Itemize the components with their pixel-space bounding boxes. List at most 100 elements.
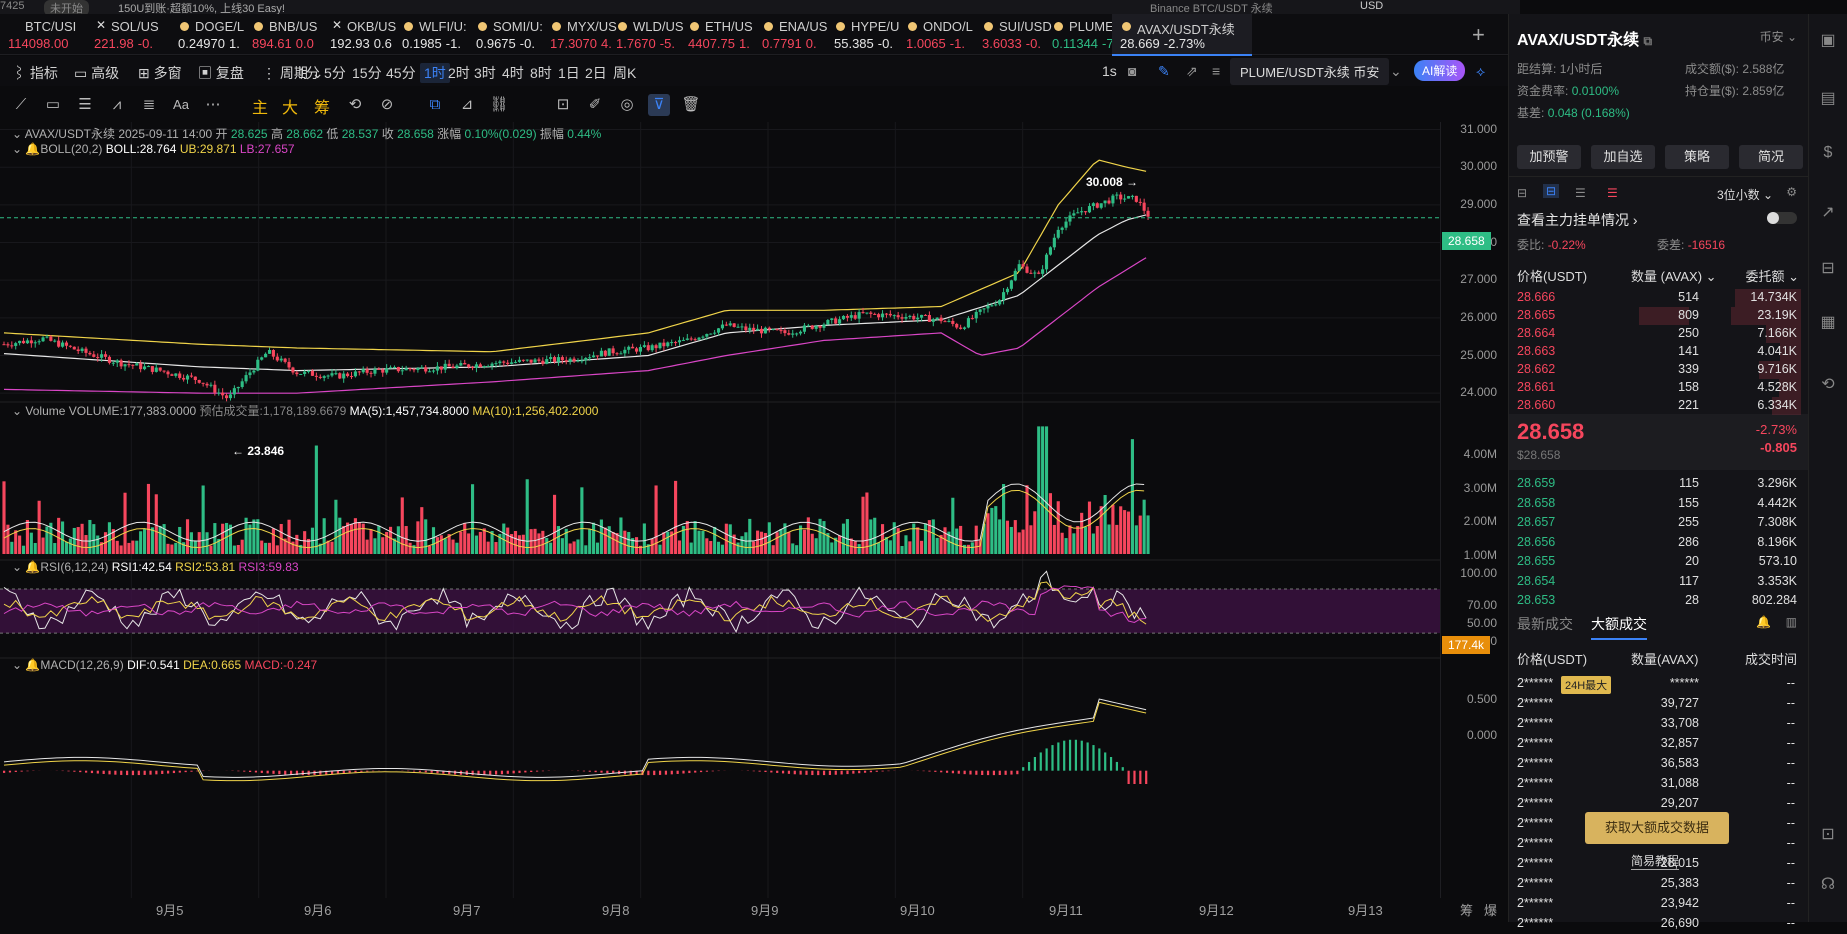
liquidation-toggle[interactable]: 爆 (1484, 900, 1497, 919)
trend-icon[interactable]: ↗ (1817, 202, 1839, 224)
pen-icon[interactable]: ✎ (1158, 63, 1170, 80)
multi-window-button[interactable]: ⊞ 多窗 (138, 63, 182, 83)
headset-icon[interactable]: ☊ (1817, 874, 1839, 896)
tab-latest-trades[interactable]: 最新成交 (1517, 614, 1573, 634)
network-icon[interactable]: ⟡ (1476, 63, 1485, 80)
layout-icon[interactable]: ⊡ (1817, 824, 1839, 846)
window-icon[interactable]: ▣ (1817, 30, 1839, 52)
bell-icon[interactable]: 🔔 (25, 142, 40, 156)
lock-icon[interactable]: ⊡ (552, 94, 574, 116)
more-tools-icon[interactable]: ⋯ (202, 94, 224, 116)
chevron-down-icon[interactable]: ⌄ (1390, 63, 1402, 80)
ruler-icon[interactable]: ⊿ (456, 94, 478, 116)
interval-option[interactable]: 5分 (324, 63, 346, 83)
orderbook-bids-icon[interactable]: ☰ (1575, 186, 1586, 200)
camera-icon[interactable]: ◙ (1128, 63, 1136, 79)
strategy-button[interactable]: 策略 (1665, 145, 1729, 169)
interval-option[interactable]: 2时 (448, 63, 470, 83)
interval-1s[interactable]: 1s (1102, 63, 1117, 79)
link-icon[interactable]: ⛓ (488, 94, 510, 116)
ai-explain-button[interactable]: AI解读 (1414, 60, 1465, 81)
interval-option[interactable]: 8时 (530, 63, 552, 83)
bell-icon[interactable]: 🔔 (1756, 615, 1771, 629)
orderbook-split-icon[interactable]: ⊟ (1543, 184, 1559, 198)
compare-icon[interactable]: ⟲ (344, 94, 366, 116)
menu-icon[interactable]: ≡ (1212, 63, 1220, 79)
trash-icon[interactable]: 🗑 (680, 94, 702, 116)
ob-header-total[interactable]: 委托额 ⌄ (1745, 266, 1799, 285)
candlestick-chart[interactable] (0, 122, 1440, 898)
interval-option[interactable]: 周K (613, 63, 636, 83)
share-icon[interactable]: ⇗ (1186, 63, 1198, 80)
settings-gear-icon[interactable]: ⚙ (1786, 185, 1797, 199)
copy-icon[interactable]: ⧉ (424, 94, 446, 116)
main-force-button[interactable]: 主 (252, 94, 268, 118)
whale-orders-link[interactable]: 查看主力挂单情况 › (1517, 210, 1638, 230)
whale-toggle[interactable] (1767, 212, 1797, 224)
interval-option[interactable]: 1分 (298, 63, 320, 83)
ob-header-qty[interactable]: 数量 (AVAX) ⌄ (1631, 266, 1717, 285)
calendar-icon[interactable]: ▦ (1817, 312, 1839, 334)
interval-option[interactable]: 1时 (420, 63, 450, 83)
magnet-icon[interactable]: ⊘ (376, 94, 398, 116)
rect-tool-icon[interactable]: ▭ (42, 94, 64, 116)
chips-button[interactable]: 筹 (314, 94, 330, 118)
orderbook-asks-icon[interactable]: ☰ (1607, 186, 1618, 200)
replay-button[interactable]: ▣ 复盘 (198, 63, 244, 83)
advanced-button[interactable]: ▭ 高级 (74, 63, 119, 83)
copy-icon[interactable]: ⧉ (1644, 34, 1653, 48)
edit-icon[interactable]: ✐ (584, 94, 606, 116)
hline-tool-icon[interactable]: ☰ (74, 94, 96, 116)
wave-tool-icon[interactable]: ⩘ (106, 94, 128, 116)
interval-option[interactable]: 15分 (352, 63, 382, 83)
compare-pair-select[interactable]: PLUME/USDT永续 币安 (1230, 58, 1389, 85)
add-alert-button[interactable]: 加预警 (1517, 145, 1581, 169)
interval-option[interactable]: 4时 (502, 63, 524, 83)
search-input[interactable]: Binance BTC/USDT 永续 (1150, 0, 1273, 14)
add-watchlist-button[interactable]: 加自选 (1591, 145, 1655, 169)
interval-option[interactable]: 45分 (386, 63, 416, 83)
chart-bars-icon[interactable]: ▥ (1786, 615, 1797, 629)
terminal-icon[interactable]: ⊟ (1817, 258, 1839, 280)
interval-option[interactable]: 1日 (558, 63, 580, 83)
exchange-select[interactable]: 币安 ⌄ (1760, 28, 1797, 45)
chips-toggle[interactable]: 筹 (1460, 900, 1473, 919)
big-order-button[interactable]: 大 (282, 94, 298, 118)
currency-select[interactable]: USD (1360, 0, 1383, 12)
decimals-select[interactable]: 3位小数 ⌄ (1717, 186, 1773, 203)
notice-text[interactable]: 150U到账·超额10%, 上线30 Easy! (118, 0, 285, 14)
orderbook-both-icon[interactable]: ⊟ (1517, 186, 1527, 200)
tab-large-trades[interactable]: 大额成交 (1591, 614, 1647, 640)
line-tool-icon[interactable]: ⟋ (10, 94, 32, 116)
chart-area[interactable]: ⌄ AVAX/USDT永续 2025-09-11 14:00 开 28.625 … (0, 122, 1440, 898)
dollar-icon[interactable]: $ (1817, 144, 1839, 166)
filter-icon[interactable]: ⊽ (648, 94, 670, 116)
interval-option[interactable]: 2日 (585, 63, 607, 83)
interval-option[interactable]: 3时 (474, 63, 496, 83)
add-tab-icon[interactable]: + (1472, 22, 1485, 48)
overview-button[interactable]: 简况 (1739, 145, 1803, 169)
eye-icon[interactable]: ◎ (616, 94, 638, 116)
fib-tool-icon[interactable]: ≣ (138, 94, 160, 116)
indicators-button[interactable]: ⌇ 指标 (12, 63, 58, 83)
